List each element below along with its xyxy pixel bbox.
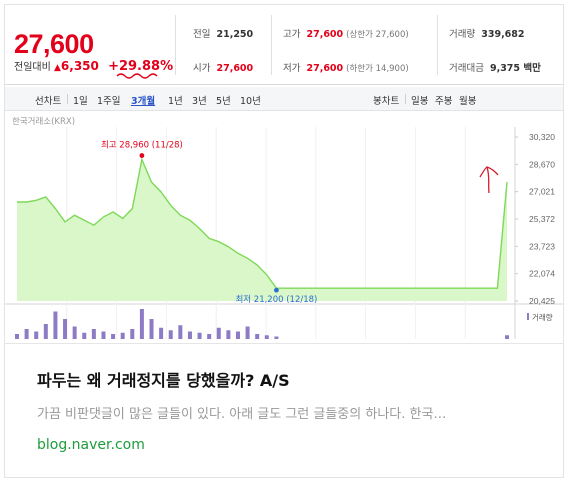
volume-bar bbox=[197, 332, 202, 339]
current-price: 27,600 bbox=[14, 29, 94, 59]
stock-quote-panel: 27,600 전일대비 ▲6,350 +29.88% 전일 21,250 시가 27… bbox=[5, 5, 563, 85]
stat-high: 고가 27,600 (상한가 27,600) bbox=[283, 29, 409, 40]
volume-bar bbox=[274, 336, 279, 339]
divider bbox=[271, 15, 272, 75]
volume-bar bbox=[53, 311, 58, 339]
divider bbox=[437, 15, 438, 75]
low-marker bbox=[274, 287, 279, 293]
volume-bar bbox=[120, 332, 125, 339]
volume-bar bbox=[139, 309, 144, 339]
search-result-card[interactable]: 27,600 전일대비 ▲6,350 +29.88% 전일 21,250 시가 27… bbox=[4, 4, 564, 478]
stat-low: 저가 27,600 (하한가 14,900) bbox=[283, 63, 409, 74]
change-label: 전일대비 bbox=[14, 62, 51, 73]
price-line bbox=[17, 157, 508, 289]
volume-bar bbox=[43, 324, 48, 339]
volume-bar bbox=[235, 331, 240, 339]
change-amount: 6,350 bbox=[60, 59, 99, 73]
y-tick-label: 25,372 bbox=[529, 214, 555, 224]
volume-bar bbox=[34, 331, 39, 339]
volume-bar bbox=[24, 329, 29, 339]
volume-bar bbox=[111, 334, 116, 339]
result-title[interactable]: 파두는 왜 거래정지를 당했을까? A/S bbox=[37, 371, 290, 390]
price-area bbox=[17, 159, 507, 301]
volume-bar bbox=[91, 329, 96, 339]
handwritten-arrow bbox=[486, 166, 490, 194]
y-tick-label: 30,320 bbox=[529, 132, 555, 142]
volume-bar bbox=[264, 335, 269, 339]
volume-bar bbox=[187, 331, 192, 339]
volume-bar bbox=[130, 329, 135, 339]
result-description: 가끔 비판댓글이 많은 글들이 있다. 아래 글도 그런 글들중의 하나다. 한… bbox=[37, 407, 447, 422]
stat-prev: 전일 21,250 bbox=[193, 29, 254, 40]
volume-legend-swatch bbox=[527, 313, 529, 320]
tab-1day[interactable]: 1일 bbox=[73, 96, 88, 107]
volume-bar bbox=[72, 326, 77, 339]
high-annotation: 최고 28,960 (11/28) bbox=[101, 140, 183, 151]
result-url[interactable]: blog.naver.com bbox=[37, 437, 145, 453]
volume-bar bbox=[505, 335, 509, 339]
volume-bar bbox=[226, 330, 231, 339]
tab-1year[interactable]: 1년 bbox=[168, 96, 183, 107]
tab-1week[interactable]: 1주일 bbox=[97, 96, 121, 107]
volume-bar bbox=[15, 334, 19, 339]
y-tick-label: 22,074 bbox=[529, 269, 555, 279]
volume-bar bbox=[149, 319, 154, 339]
volume-bar bbox=[82, 332, 87, 339]
data-source: 한국거래소(KRX) bbox=[12, 117, 76, 127]
tab-line-chart[interactable]: 선차트 bbox=[35, 96, 62, 107]
low-annotation: 최저 21,200 (12/18) bbox=[235, 294, 317, 305]
stock-price-chart[interactable]: 30,320 28,670 27,021 25,372 23,723 22,074 20,4… bbox=[5, 105, 563, 343]
y-tick-label: 27,021 bbox=[529, 187, 555, 197]
tab-10year[interactable]: 10년 bbox=[240, 96, 261, 107]
tab-weekly[interactable]: 주봉 bbox=[435, 96, 453, 107]
volume-bar bbox=[168, 330, 173, 339]
stat-amount: 거래대금 9,375 백만 bbox=[449, 63, 541, 74]
volume-bar bbox=[63, 319, 68, 339]
tab-3year[interactable]: 3년 bbox=[192, 96, 207, 107]
up-arrow-icon: ▲ bbox=[54, 63, 61, 73]
tab-daily[interactable]: 일봉 bbox=[411, 96, 429, 107]
divider bbox=[5, 343, 563, 344]
tab-monthly[interactable]: 월봉 bbox=[459, 96, 477, 107]
y-tick-label: 20,425 bbox=[529, 296, 555, 306]
change-percent: +29.88% bbox=[108, 59, 174, 74]
high-marker bbox=[139, 153, 145, 158]
volume-legend-label: 거래량 bbox=[532, 313, 553, 322]
tab-candle-chart[interactable]: 봉차트 bbox=[373, 96, 400, 107]
volume-bar bbox=[255, 334, 260, 339]
tab-3month[interactable]: 3개월 bbox=[131, 96, 156, 107]
divider bbox=[175, 15, 176, 75]
price-change: 전일대비 ▲6,350 +29.88% bbox=[14, 58, 173, 74]
handwritten-underline bbox=[116, 73, 158, 79]
volume-bar bbox=[101, 331, 106, 339]
volume-bar bbox=[159, 327, 164, 339]
volume-bar bbox=[207, 334, 212, 339]
volume-bar bbox=[216, 327, 221, 339]
volume-bar bbox=[178, 325, 183, 339]
stat-volume: 거래량 339,682 bbox=[449, 29, 525, 40]
volume-bar bbox=[245, 326, 250, 339]
chart-period-tabs: 선차트 1일 1주일 3개월 1년 3년 5년 10년 봉차트 일봉 주봉 월봉 bbox=[5, 87, 563, 111]
y-tick-label: 23,723 bbox=[529, 241, 555, 251]
y-tick-label: 28,670 bbox=[529, 159, 555, 169]
handwritten-arrowhead bbox=[479, 166, 499, 178]
stat-open: 시가 27,600 bbox=[193, 63, 254, 74]
tab-5year[interactable]: 5년 bbox=[216, 96, 231, 107]
